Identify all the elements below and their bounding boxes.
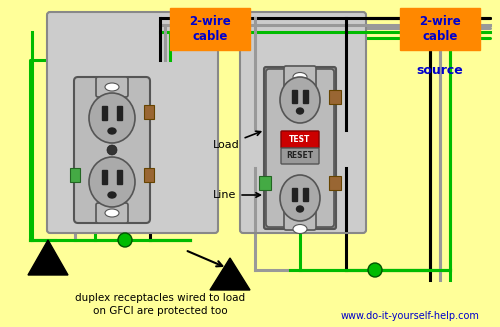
FancyBboxPatch shape — [47, 12, 218, 233]
Bar — [259, 176, 271, 190]
Bar — [117, 106, 122, 120]
Bar — [303, 188, 308, 201]
FancyBboxPatch shape — [284, 208, 316, 230]
Circle shape — [368, 263, 382, 277]
FancyBboxPatch shape — [281, 148, 319, 164]
Circle shape — [107, 145, 117, 155]
Ellipse shape — [105, 209, 119, 217]
Ellipse shape — [108, 128, 116, 134]
Ellipse shape — [293, 225, 307, 233]
Ellipse shape — [108, 192, 116, 198]
Polygon shape — [28, 240, 68, 275]
FancyBboxPatch shape — [400, 8, 480, 50]
Bar — [329, 176, 341, 190]
Text: on GFCI are protected too: on GFCI are protected too — [92, 306, 228, 316]
Ellipse shape — [296, 206, 304, 212]
Circle shape — [118, 233, 132, 247]
FancyBboxPatch shape — [284, 66, 316, 88]
FancyBboxPatch shape — [266, 69, 334, 227]
Polygon shape — [210, 258, 250, 290]
Text: TEST: TEST — [290, 135, 310, 145]
Text: duplex receptacles wired to load: duplex receptacles wired to load — [75, 293, 245, 303]
Bar — [70, 168, 80, 182]
FancyBboxPatch shape — [96, 203, 128, 223]
FancyBboxPatch shape — [281, 131, 319, 148]
Ellipse shape — [105, 83, 119, 91]
FancyBboxPatch shape — [74, 77, 150, 223]
Bar — [144, 168, 154, 182]
Bar — [117, 170, 122, 184]
Bar — [329, 90, 341, 104]
Bar — [303, 90, 308, 103]
Text: Line: Line — [213, 190, 260, 200]
Ellipse shape — [89, 157, 135, 207]
FancyBboxPatch shape — [240, 12, 366, 233]
Ellipse shape — [89, 93, 135, 143]
Text: source: source — [416, 63, 464, 77]
FancyBboxPatch shape — [96, 77, 128, 97]
Bar — [102, 106, 107, 120]
Ellipse shape — [296, 108, 304, 114]
Text: 2-wire
cable: 2-wire cable — [189, 15, 231, 43]
Bar — [102, 170, 107, 184]
Ellipse shape — [280, 175, 320, 221]
Ellipse shape — [293, 73, 307, 81]
Bar — [292, 90, 297, 103]
Bar — [144, 105, 154, 119]
Bar — [292, 188, 297, 201]
Ellipse shape — [280, 77, 320, 123]
Text: RESET: RESET — [286, 151, 314, 161]
Text: Load: Load — [213, 131, 260, 150]
FancyBboxPatch shape — [170, 8, 250, 50]
FancyBboxPatch shape — [264, 67, 336, 229]
Text: www.do-it-yourself-help.com: www.do-it-yourself-help.com — [340, 311, 479, 321]
Text: 2-wire
cable: 2-wire cable — [419, 15, 461, 43]
